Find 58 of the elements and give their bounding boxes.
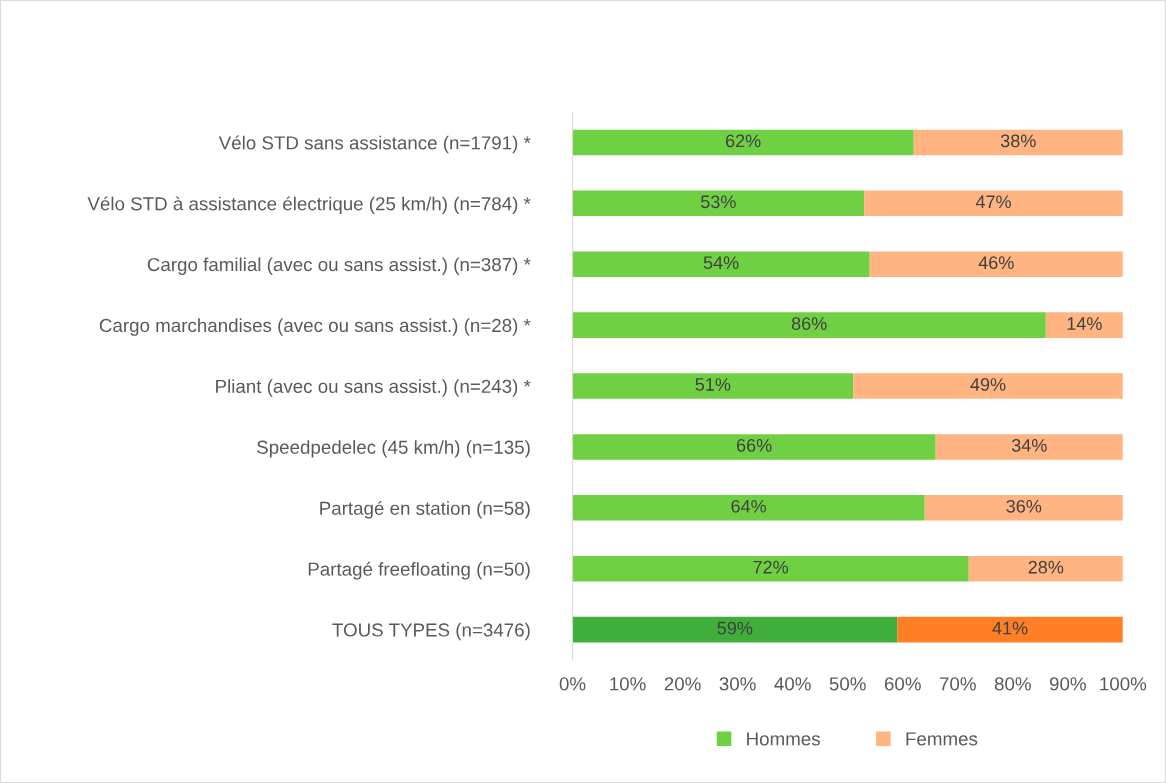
y-tick-label: Cargo marchandises (avec ou sans assist.) (n=28) * (99, 318, 531, 336)
data-label: 51% (695, 378, 731, 391)
x-tick-label: 0% (559, 677, 586, 691)
data-label: 72% (753, 560, 789, 574)
legend-label: Femmes (906, 732, 978, 746)
bar (897, 616, 1123, 643)
data-label: 86% (791, 317, 827, 330)
legend-label: Hommes (747, 732, 820, 746)
bar (935, 434, 1123, 460)
bar (572, 495, 925, 521)
bar (572, 312, 1046, 338)
data-label: 38% (1000, 134, 1036, 148)
x-tick-label: 90% (1049, 677, 1086, 691)
data-label: 66% (736, 438, 772, 452)
data-label: 28% (1028, 560, 1064, 574)
x-tick-label: 10% (610, 677, 646, 691)
data-label: 59% (717, 621, 753, 635)
bar (572, 190, 865, 217)
data-label: 64% (731, 499, 767, 513)
x-tick-label: 40% (774, 677, 811, 691)
data-label: 14% (1067, 317, 1102, 330)
bar (572, 373, 854, 399)
bar (853, 373, 1123, 399)
bar (968, 555, 1123, 582)
bar (1045, 312, 1123, 338)
x-tick-label: 50% (829, 677, 866, 691)
x-tick-label: 100% (1100, 677, 1147, 691)
data-label: 49% (970, 378, 1006, 391)
data-label: 62% (725, 134, 761, 148)
bar (924, 495, 1123, 521)
y-tick-label: TOUS TYPES (n=3476) (332, 622, 530, 641)
data-label: 47% (975, 195, 1011, 209)
y-tick-label: Pliant (avec ou sans assist.) (n=243) * (216, 379, 531, 397)
y-tick-label: Speedpedelec (45 km/h) (n=135) (257, 440, 530, 458)
x-tick-label: 80% (994, 677, 1031, 691)
y-tick-label: Cargo familial (avec ou sans assist.) (n=387) * (147, 257, 531, 275)
data-label: 41% (992, 621, 1028, 635)
bar (864, 190, 1123, 217)
bar (572, 616, 898, 643)
data-label: 34% (1011, 438, 1047, 452)
bar (572, 251, 870, 278)
y-tick-label: Vélo STD sans assistance (n=1791) * (218, 135, 531, 154)
x-tick-label: 70% (939, 677, 976, 691)
data-label: 53% (701, 195, 736, 209)
bar (869, 251, 1123, 278)
data-label: 46% (978, 256, 1014, 270)
bar (572, 434, 936, 460)
y-tick-label: Partagé en station (n=58) (320, 500, 530, 519)
x-tick-label: 60% (884, 677, 921, 691)
x-tick-label: 20% (664, 677, 701, 691)
data-label: 36% (1006, 499, 1042, 513)
bar (572, 555, 969, 582)
bar (913, 129, 1123, 156)
y-tick-label: Partagé freefloating (n=50) (308, 561, 530, 580)
y-tick-label: Vélo STD à assistance électrique (25 km/h) (n=784) * (87, 196, 531, 215)
data-label: 54% (703, 256, 739, 270)
bar (572, 129, 914, 156)
x-tick-label: 30% (719, 677, 756, 691)
